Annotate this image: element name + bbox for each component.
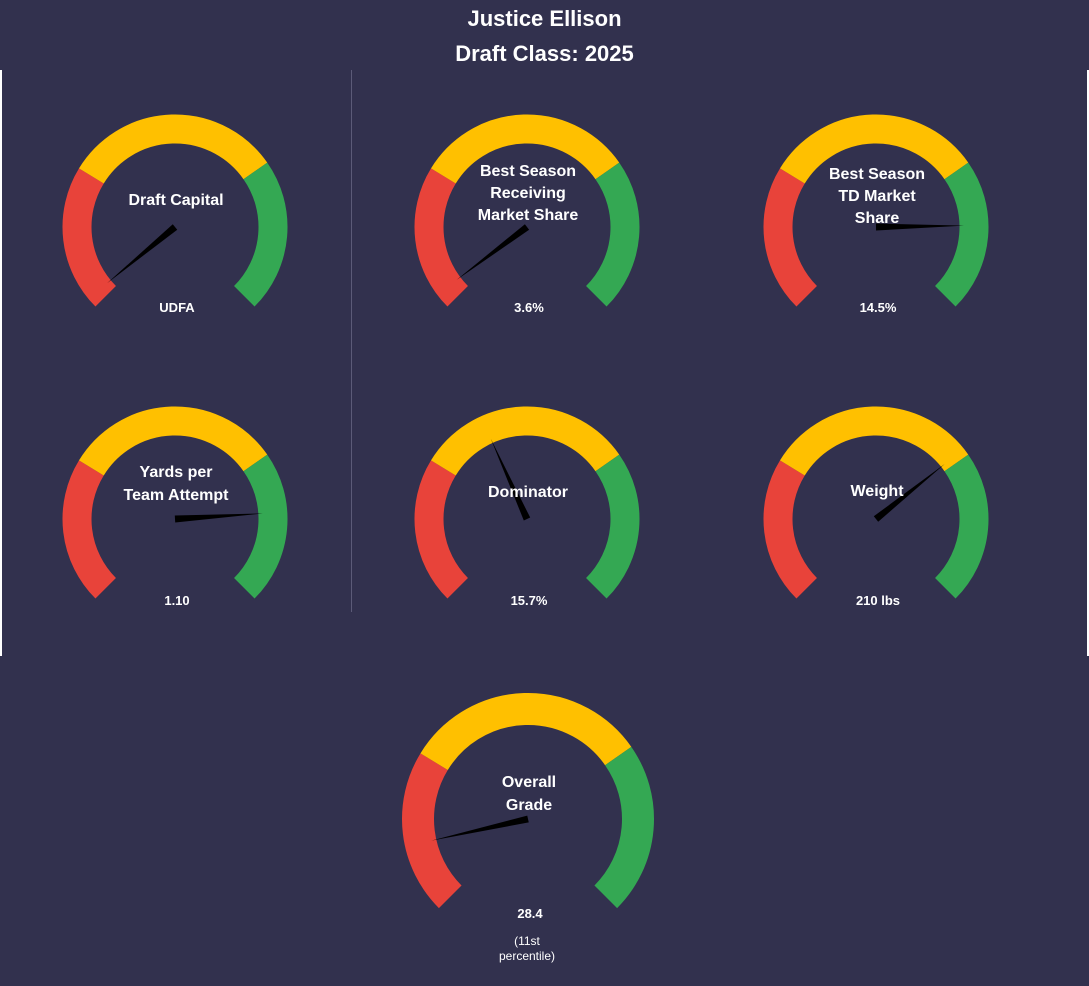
gauge-title-line: Yards per [140, 464, 213, 481]
gauge-band-high [934, 454, 989, 599]
gauge-1: Draft Capital UDFA [62, 114, 288, 315]
gauge-band-high [585, 162, 640, 307]
gauge-needle [431, 815, 529, 841]
panel-notch-right [1087, 70, 1089, 656]
gauge-title-line: Receiving [490, 185, 566, 202]
gauge-value-label: UDFA [159, 300, 195, 315]
gauge-band-mid [78, 114, 268, 184]
gauge-band-mid [430, 406, 620, 476]
gauge-band-high [594, 746, 654, 909]
gauge-needle [107, 224, 178, 284]
player-name: Justice Ellison [467, 6, 622, 31]
gauge-percentile-label: percentile) [499, 949, 555, 963]
gauge-title-line: Dominator [488, 484, 568, 501]
gauge-title-line: Best Season [829, 166, 925, 183]
gauge-band-low [402, 753, 462, 909]
gauge-title-line: Overall [502, 774, 556, 791]
gauge-value-label: 3.6% [514, 300, 544, 315]
gauge-needle [174, 513, 263, 523]
gauge-value-label: 14.5% [860, 300, 897, 315]
gauge-band-low [62, 460, 117, 599]
gauge-band-high [934, 162, 989, 307]
gauge-value-label: 210 lbs [856, 593, 900, 608]
panel-notch-left [0, 70, 2, 656]
gauge-needle [490, 438, 531, 521]
gauge-band-mid [779, 114, 969, 184]
gauge-percentile-label: (11st [514, 934, 540, 948]
gauge-title-line: Best Season [480, 163, 576, 180]
gauge-title-line: Team Attempt [124, 487, 230, 504]
gauge-title-line: Market Share [478, 207, 579, 224]
gauge-needle [875, 223, 964, 231]
section-divider [351, 70, 352, 612]
gauge-band-mid [78, 406, 268, 476]
gauge-title-line: TD Market [838, 188, 916, 205]
gauge-title-line: Grade [506, 797, 552, 814]
gauge-4: Yards per Team Attempt 1.10 [62, 406, 288, 608]
gauge-6: Weight 210 lbs [763, 406, 989, 608]
gauge-2: Best Season Receiving Market Share 3.6% [414, 114, 640, 315]
gauge-band-low [763, 168, 818, 307]
gauge-title-line: Draft Capital [128, 192, 223, 209]
gauge-3: Best Season TD Market Share 14.5% [763, 114, 989, 315]
gauge-value-label: 15.7% [511, 593, 548, 608]
gauge-band-low [414, 460, 469, 599]
gauge-band-mid [779, 406, 969, 476]
draft-class: Draft Class: 2025 [455, 41, 634, 66]
gauge-band-low [62, 168, 117, 307]
gauge-needle [456, 224, 530, 280]
gauge-band-mid [420, 693, 632, 771]
gauge-band-high [233, 454, 288, 599]
gauge-title-line: Weight [850, 483, 904, 500]
gauge-band-high [585, 454, 640, 599]
gauge-band-mid [430, 114, 620, 184]
gauge-title-line: Share [855, 210, 900, 227]
gauge-band-low [763, 460, 818, 599]
gauge-5: Dominator 15.7% [414, 406, 640, 608]
gauge-needle [873, 463, 945, 522]
gauge-value-label: 28.4 [517, 906, 543, 921]
gauge-band-low [414, 168, 469, 307]
gauge-band-high [233, 162, 288, 307]
gauge-value-label: 1.10 [164, 593, 189, 608]
